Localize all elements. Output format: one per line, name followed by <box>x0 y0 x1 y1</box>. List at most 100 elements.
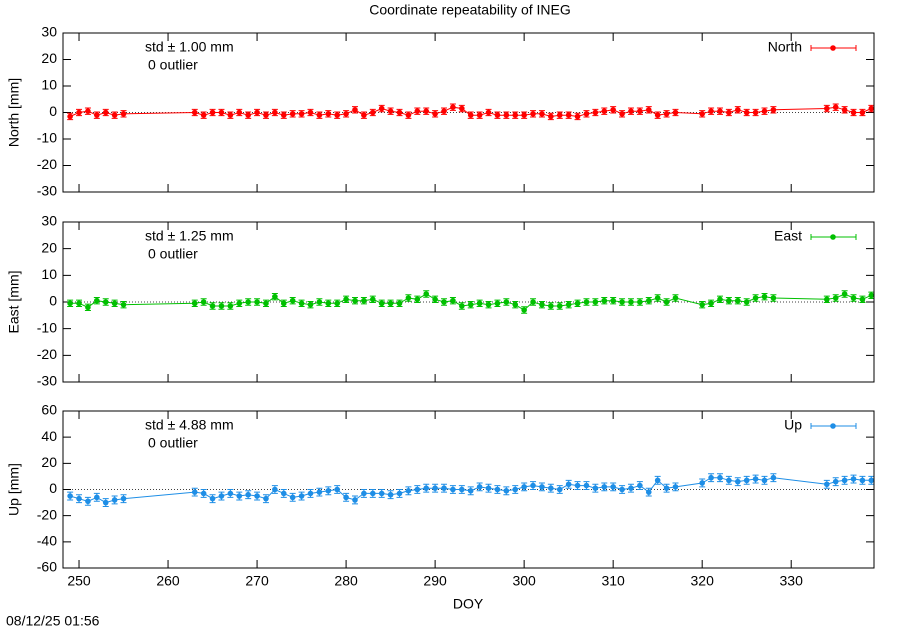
data-point <box>405 488 412 494</box>
x-tick-label: 290 <box>423 573 447 589</box>
y-tick-label: 20 <box>41 454 57 470</box>
data-point <box>325 300 332 307</box>
y-axis-label: Up [mm] <box>6 463 22 516</box>
y-tick-label: -20 <box>37 506 57 522</box>
data-point <box>637 299 643 305</box>
data-point <box>191 109 198 116</box>
y-tick-label: -10 <box>37 130 57 146</box>
data-point <box>628 485 634 491</box>
data-point <box>485 109 492 116</box>
timestamp: 08/12/25 01:56 <box>6 613 100 629</box>
data-point <box>628 299 634 305</box>
data-point <box>832 478 839 485</box>
data-point <box>67 493 73 499</box>
data-point <box>752 476 759 482</box>
data-point <box>663 299 670 305</box>
data-point <box>307 301 314 308</box>
data-point <box>307 109 314 116</box>
data-point <box>530 482 536 489</box>
y-axis-label: East [mm] <box>6 270 22 333</box>
data-point <box>556 112 563 118</box>
x-tick-label: 300 <box>512 573 536 589</box>
plot-frame <box>62 32 875 193</box>
y-axis-label: North [mm] <box>6 78 22 147</box>
y-tick-label: -20 <box>37 156 57 172</box>
data-point <box>868 477 875 484</box>
data-point <box>476 112 483 118</box>
data-point <box>280 300 287 307</box>
data-point <box>254 493 260 499</box>
annotation: std ± 1.25 mm <box>145 228 234 244</box>
data-point <box>209 495 216 502</box>
data-point <box>637 108 643 114</box>
data-point <box>503 299 510 305</box>
data-point <box>307 490 314 497</box>
data-point <box>236 300 243 307</box>
y-tick-label: 60 <box>41 402 57 418</box>
chart-title: Coordinate repeatability of INEG <box>369 2 571 18</box>
x-tick-label: 250 <box>67 573 91 589</box>
data-point <box>396 490 403 497</box>
data-point <box>263 300 269 307</box>
x-tick-label: 280 <box>334 573 358 589</box>
data-point <box>405 112 412 118</box>
data-point <box>289 297 296 304</box>
data-point <box>298 111 305 117</box>
data-point <box>770 295 777 301</box>
data-point <box>841 291 848 297</box>
data-point <box>583 482 590 489</box>
data-point <box>743 477 750 484</box>
data-point <box>548 113 554 120</box>
annotation: 0 outlier <box>148 246 198 262</box>
data-point <box>467 112 474 118</box>
data-point <box>94 494 100 501</box>
data-point <box>102 299 109 305</box>
data-point <box>752 109 759 116</box>
data-point <box>459 486 465 493</box>
data-point <box>565 112 572 118</box>
data-point <box>414 296 421 303</box>
data-point <box>67 300 73 307</box>
data-point <box>111 300 118 307</box>
data-point <box>387 491 394 498</box>
data-point <box>450 297 456 304</box>
x-tick-label: 270 <box>245 573 269 589</box>
data-point <box>654 112 661 118</box>
data-point <box>556 486 563 493</box>
data-point <box>512 112 519 118</box>
data-point <box>726 477 732 484</box>
legend-symbol <box>830 423 836 429</box>
x-tick-label: 320 <box>691 573 715 589</box>
data-point <box>645 297 652 304</box>
data-point <box>699 111 705 117</box>
data-point <box>441 485 447 491</box>
data-point <box>672 109 679 116</box>
data-point <box>272 109 278 116</box>
data-point <box>352 297 358 304</box>
data-point <box>423 108 430 114</box>
data-point <box>726 109 732 116</box>
data-point <box>245 299 251 305</box>
data-point <box>832 104 839 110</box>
y-tick-label: 0 <box>49 293 57 309</box>
data-point <box>841 477 848 484</box>
data-point <box>316 489 323 495</box>
data-point <box>361 490 367 497</box>
data-point <box>450 486 456 493</box>
data-point <box>209 109 216 116</box>
data-point <box>654 477 661 484</box>
data-point <box>227 303 234 309</box>
data-point <box>316 299 323 305</box>
data-point <box>556 303 563 309</box>
data-point <box>565 481 572 488</box>
y-tick-label: 40 <box>41 428 57 444</box>
data-point <box>218 303 225 309</box>
data-point <box>396 109 403 116</box>
legend-symbol <box>830 45 836 51</box>
data-point <box>663 111 670 117</box>
data-point <box>94 112 100 118</box>
data-point <box>414 486 421 493</box>
data-point <box>521 307 527 313</box>
y-tick-label: -30 <box>37 183 57 199</box>
data-point <box>708 108 714 114</box>
